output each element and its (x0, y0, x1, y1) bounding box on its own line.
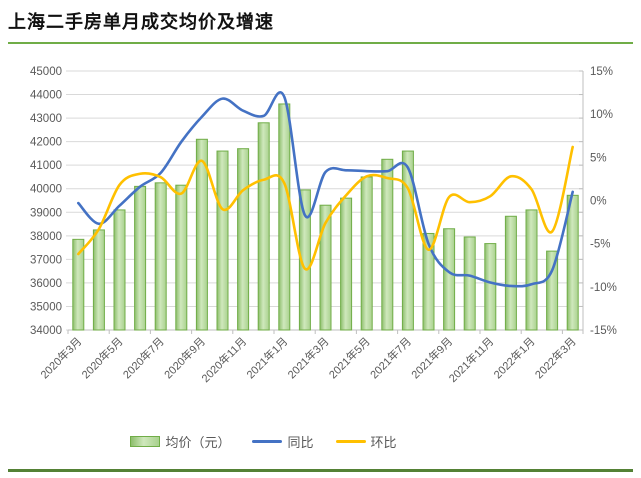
bar-2020年7月 (154, 182, 167, 331)
chart-title: 上海二手房单月成交均价及增速 (8, 12, 274, 32)
bar-2022年2月 (546, 250, 559, 331)
left-axis-label: 39000 (30, 207, 62, 219)
left-axis-label: 42000 (30, 137, 62, 149)
bar-2020年6月 (134, 185, 147, 331)
bar-2020年9月 (195, 138, 208, 331)
bar-2021年1月 (278, 103, 291, 331)
bar-2021年9月 (443, 228, 456, 331)
x-axis-label: 2021年1月 (243, 334, 290, 381)
title-divider (8, 42, 633, 44)
bar-2022年3月 (566, 194, 579, 331)
bar-2020年10月 (216, 150, 229, 331)
bar-2021年8月 (422, 232, 435, 331)
x-axis-label: 2020年7月 (120, 334, 167, 381)
yoy-swatch-icon (252, 439, 283, 443)
legend-label-mom: 环比 (370, 434, 397, 450)
right-axis-label: 5% (590, 152, 607, 164)
bar-2020年12月 (257, 122, 270, 331)
x-axis-label: 2022年3月 (532, 334, 579, 381)
bar-2021年4月 (340, 197, 353, 331)
left-axis-label: 41000 (30, 160, 62, 172)
left-axis-label: 34000 (30, 325, 62, 337)
left-axis-label: 45000 (30, 66, 62, 78)
bar-2020年5月 (113, 209, 126, 331)
bar-2020年8月 (175, 184, 188, 331)
x-axis-label: 2021年11月 (446, 334, 497, 385)
left-axis-label: 36000 (30, 278, 62, 290)
right-axis-label: 15% (590, 66, 613, 78)
right-axis-label: 0% (590, 196, 607, 208)
bar-2021年10月 (463, 236, 476, 331)
bar-2020年4月 (92, 229, 105, 331)
bar-2021年2月 (298, 189, 311, 331)
mom-line (77, 145, 574, 271)
x-axis-label: 2020年3月 (37, 334, 84, 381)
bar-2021年5月 (360, 176, 373, 331)
right-axis-label: -15% (590, 325, 617, 337)
left-axis-label: 40000 (30, 184, 62, 196)
price-swatch-icon (130, 435, 161, 447)
left-axis-label: 43000 (30, 113, 62, 125)
legend-item-mom: 环比 (335, 432, 397, 451)
x-axis-label: 2020年5月 (79, 334, 126, 381)
bottom-divider (8, 469, 633, 472)
bar-2021年7月 (401, 150, 414, 331)
yoy-line (77, 91, 574, 288)
left-axis-label: 35000 (30, 301, 62, 313)
legend-label-price: 均价（元） (165, 434, 231, 450)
bar-2021年12月 (504, 215, 517, 331)
right-axis-label: -10% (590, 282, 617, 294)
x-axis-label: 2021年3月 (285, 334, 332, 381)
x-axis-label: 2022年1月 (491, 334, 538, 381)
bar-2020年3月 (72, 238, 85, 331)
bar-2020年11月 (237, 148, 250, 331)
left-axis-label: 44000 (30, 90, 62, 102)
x-axis-label: 2021年7月 (367, 334, 414, 381)
bar-2022年1月 (525, 209, 538, 331)
legend-item-yoy: 同比 (252, 432, 314, 451)
chart-legend: 均价（元） 同比 环比 (0, 430, 527, 452)
legend-item-price: 均价（元） (130, 432, 230, 451)
right-axis-label: 10% (590, 109, 613, 121)
mom-swatch-icon (335, 439, 366, 443)
left-axis-label: 38000 (30, 231, 62, 243)
x-axis-label: 2020年11月 (198, 334, 249, 385)
x-axis-label: 2021年5月 (326, 334, 373, 381)
bar-2021年11月 (484, 243, 497, 331)
right-axis-label: -5% (590, 239, 610, 251)
legend-label-yoy: 同比 (287, 434, 314, 450)
bar-2021年3月 (319, 204, 332, 331)
bar-2021年6月 (381, 158, 394, 331)
left-axis-label: 37000 (30, 254, 62, 266)
